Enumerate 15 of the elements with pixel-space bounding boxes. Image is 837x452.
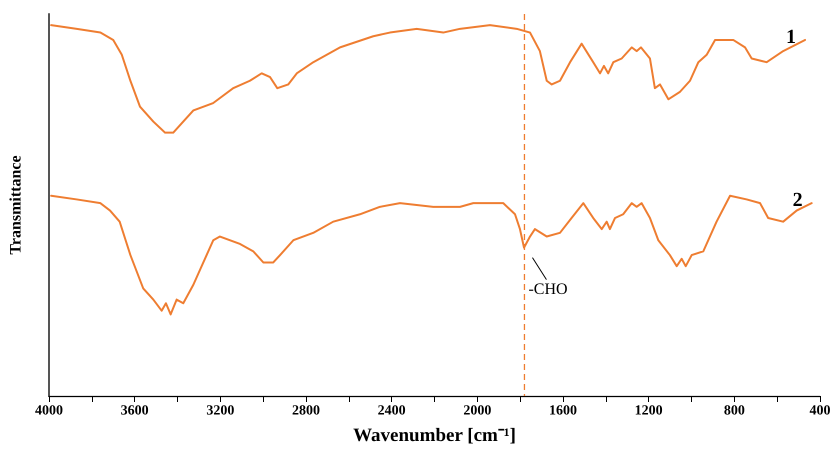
y-axis-title: Transmittance (8, 155, 24, 255)
series-label: 2 (792, 189, 803, 212)
x-tick-label: 400 (810, 404, 830, 418)
x-tick-label: 2000 (463, 404, 492, 418)
annotation: -CHO (528, 281, 568, 298)
x-tick-label: 800 (724, 404, 745, 418)
x-tick-label: 3200 (206, 404, 234, 418)
series-label: 1 (786, 26, 796, 48)
x-tick-label: 1200 (634, 404, 663, 418)
x-tick-label: 1600 (549, 404, 577, 418)
x-axis-title: Wavenumber [cm⁻¹] (353, 425, 516, 446)
x-tick-label: 4000 (35, 404, 63, 418)
x-tick-label: 2400 (378, 404, 406, 418)
x-tick-label: 2800 (292, 404, 320, 418)
x-tick-label: 3600 (120, 404, 149, 418)
